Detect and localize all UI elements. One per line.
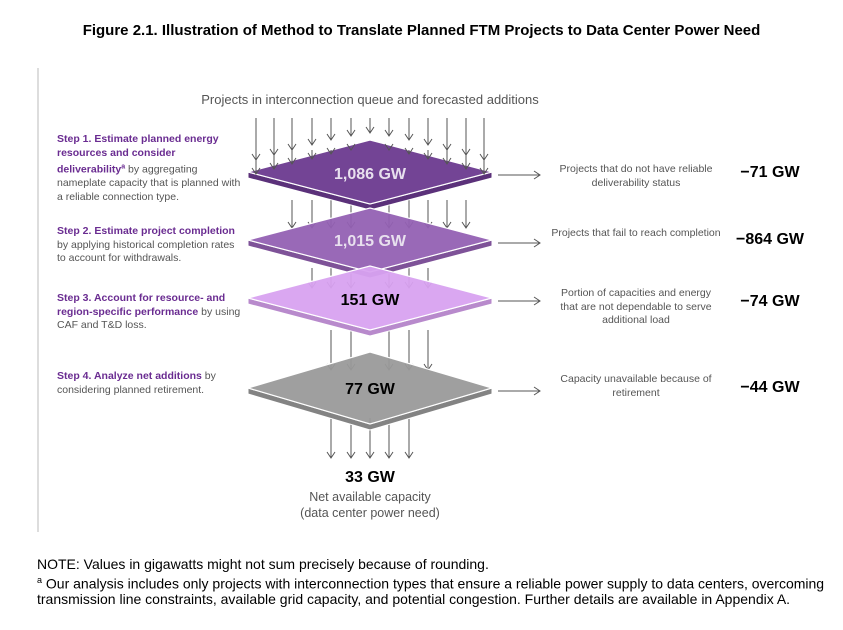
reduction-2-label: Projects that fail to reach completion xyxy=(551,227,721,239)
step-4-text: Step 4. Analyze net additions by conside… xyxy=(57,370,216,396)
layer-3-diamond xyxy=(245,265,495,331)
input-arrow-head xyxy=(404,133,414,141)
input-arrow-overlay-head xyxy=(251,167,261,175)
layer-2-diamond xyxy=(245,207,495,273)
input-arrow-head xyxy=(346,129,356,137)
reduction-4-label: Capacity unavailable because of retireme… xyxy=(560,373,712,399)
diagram-subtitle: Projects in interconnection queue and fo… xyxy=(201,92,539,107)
output-arrow-head xyxy=(365,451,375,459)
input-arrow-overlay-head xyxy=(384,143,394,151)
note-rounding: NOTE: Values in gigawatts might not sum … xyxy=(37,556,489,572)
right-arrow-head xyxy=(533,238,541,248)
reduction-3-value: −74 GW xyxy=(740,293,800,310)
input-arrow-overlay-head xyxy=(326,147,336,155)
layer-2-value: 1,015 GW xyxy=(334,233,407,250)
input-arrow-overlay-head xyxy=(307,152,317,160)
reduction-4-value: −44 GW xyxy=(740,379,800,396)
input-arrow-overlay-head xyxy=(404,147,414,155)
right-arrow-head xyxy=(533,386,541,396)
output-arrow-head xyxy=(384,451,394,459)
footnote-a: a Our analysis includes only projects wi… xyxy=(37,574,825,607)
step-2-text: Step 2. Estimate project completion by a… xyxy=(57,225,235,264)
layer-1-value: 1,086 GW xyxy=(334,166,407,183)
result-label: Net available capacity xyxy=(309,490,431,504)
result-value: 33 GW xyxy=(345,469,395,486)
step-1-text: Step 1. Estimate planned energy resource… xyxy=(57,133,241,203)
output-arrow-head xyxy=(346,451,356,459)
notes: NOTE: Values in gigawatts might not sum … xyxy=(37,556,837,607)
step-3-text: Step 3. Account for resource- and region… xyxy=(57,292,241,331)
input-arrow-overlay-head xyxy=(346,143,356,151)
input-arrow-head xyxy=(365,126,375,134)
input-arrow-overlay-head xyxy=(442,157,452,165)
input-arrow-head xyxy=(384,129,394,137)
input-arrow-overlay-head xyxy=(287,157,297,165)
reduction-3-label: Portion of capacities and energy that ar… xyxy=(560,287,712,326)
figure-title: Figure 2.1. Illustration of Method to Tr… xyxy=(82,22,761,39)
input-arrow-overlay-head xyxy=(269,162,279,170)
reduction-1-value: −71 GW xyxy=(740,164,800,181)
input-arrow-overlay-head xyxy=(479,167,489,175)
right-arrow-head xyxy=(533,170,541,180)
reduction-2-value: −864 GW xyxy=(735,231,805,248)
input-arrow-head xyxy=(307,138,317,146)
layer-4-diamond xyxy=(245,351,495,425)
input-arrow-overlay-head xyxy=(423,152,433,160)
frame-border xyxy=(37,68,39,532)
right-arrow-head xyxy=(533,296,541,306)
input-arrow-overlay-head xyxy=(461,162,471,170)
reduction-1-label: Projects that do not have reliable deliv… xyxy=(559,163,713,189)
layer-3-value: 151 GW xyxy=(341,292,401,309)
input-arrow-head xyxy=(326,133,336,141)
input-arrow-head xyxy=(423,138,433,146)
arrow-step-1-2-head xyxy=(461,221,471,229)
result-sublabel: (data center power need) xyxy=(300,506,440,520)
layer-4-value: 77 GW xyxy=(345,381,396,398)
output-arrow-head xyxy=(326,451,336,459)
output-arrow-head xyxy=(404,451,414,459)
